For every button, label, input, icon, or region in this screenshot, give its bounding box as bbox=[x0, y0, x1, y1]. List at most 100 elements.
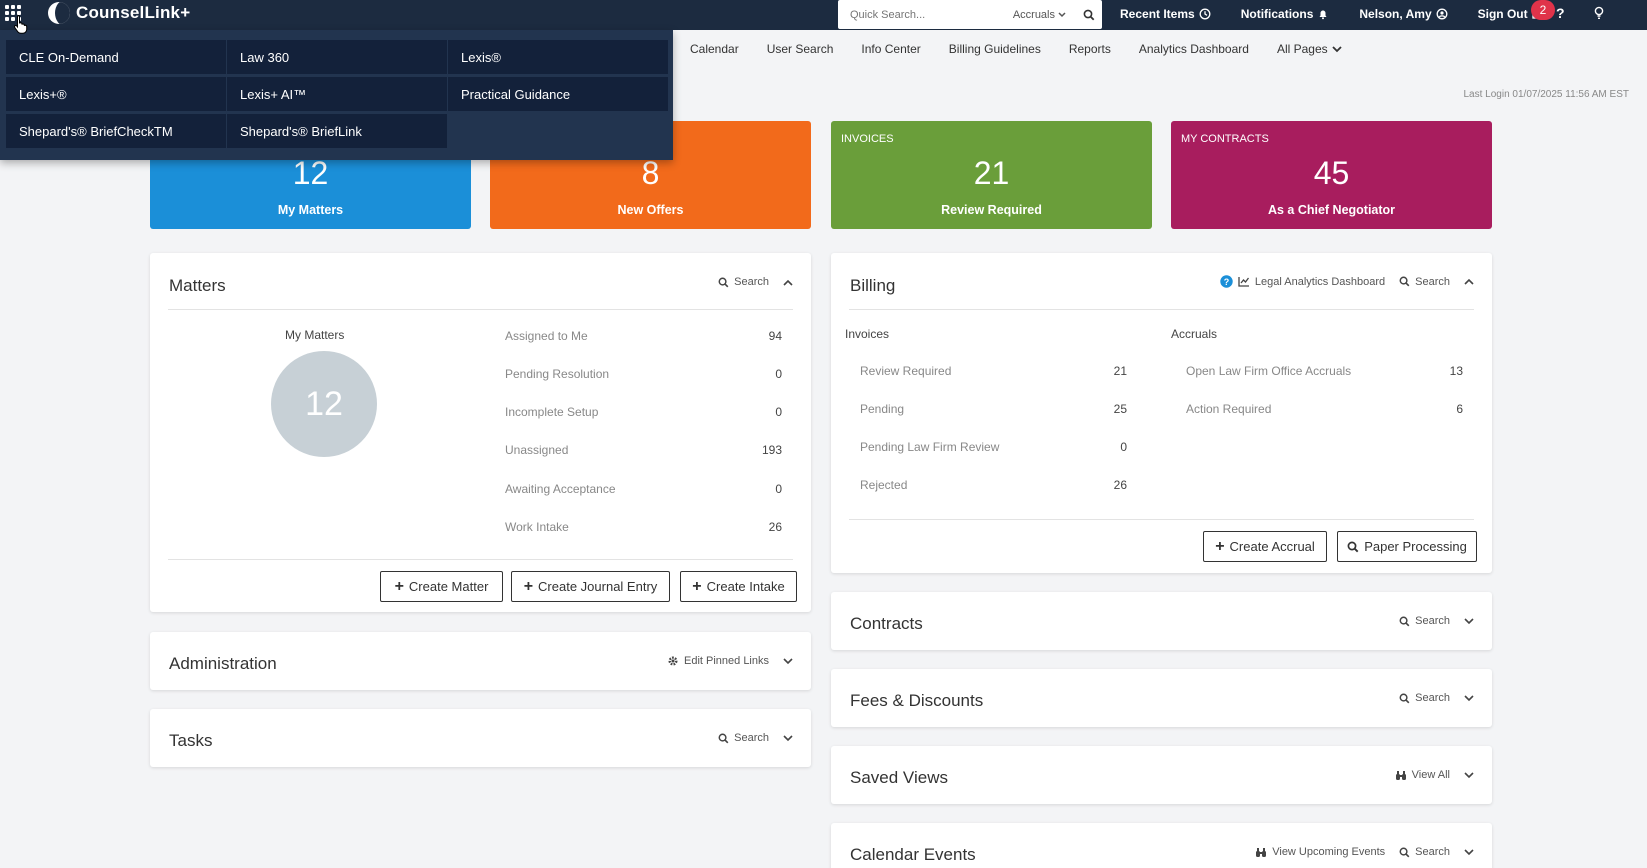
matters-row-label[interactable]: Pending Resolution bbox=[505, 367, 610, 381]
contracts-search-link[interactable]: Search bbox=[1399, 615, 1450, 627]
chevron-down-icon[interactable] bbox=[1464, 617, 1474, 625]
accrual-row-label[interactable]: Action Required bbox=[1186, 402, 1272, 416]
nav-reports[interactable]: Reports bbox=[1068, 42, 1111, 56]
administration-title: Administration bbox=[169, 654, 277, 673]
fees-discounts-panel: Fees & Discounts Search bbox=[831, 669, 1492, 727]
chevron-down-icon[interactable] bbox=[783, 734, 793, 742]
invoice-row-value[interactable]: 25 bbox=[1113, 402, 1127, 416]
tile-number: 8 bbox=[641, 155, 660, 191]
accrual-row-label[interactable]: Open Law Firm Office Accruals bbox=[1186, 364, 1352, 378]
app-menu-item-lexis-plus[interactable]: Lexis+® bbox=[6, 77, 226, 111]
app-menu-item-lexis-plus-ai[interactable]: Lexis+ AI™ bbox=[227, 77, 447, 111]
chevron-down-icon[interactable] bbox=[1464, 694, 1474, 702]
create-journal-entry-button[interactable]: + Create Journal Entry bbox=[511, 571, 670, 602]
line-chart-icon bbox=[1238, 277, 1249, 287]
main-nav: Calendar User Search Info Center Billing… bbox=[690, 42, 1342, 56]
invoice-row-label[interactable]: Pending bbox=[860, 402, 905, 416]
search-scope-select[interactable]: Accruals bbox=[1013, 9, 1066, 21]
invoice-row-label[interactable]: Pending Law Firm Review bbox=[860, 440, 1000, 454]
search-icon bbox=[1347, 541, 1359, 552]
nav-user-search[interactable]: User Search bbox=[766, 42, 834, 56]
search-icon bbox=[718, 277, 729, 287]
chevron-up-icon[interactable] bbox=[1464, 278, 1474, 285]
invoice-row-label[interactable]: Rejected bbox=[860, 478, 908, 492]
divider bbox=[168, 559, 793, 560]
contracts-title: Contracts bbox=[850, 614, 923, 633]
matters-row-value[interactable]: 193 bbox=[761, 443, 782, 457]
app-menu-item-cle-on-demand[interactable]: CLE On-Demand bbox=[6, 40, 226, 74]
notification-count-badge[interactable]: 2 bbox=[1531, 0, 1555, 20]
view-all-link[interactable]: View All bbox=[1395, 769, 1450, 781]
edit-pinned-links-link[interactable]: Edit Pinned Links bbox=[667, 655, 769, 667]
paper-processing-button[interactable]: Paper Processing bbox=[1337, 531, 1477, 562]
matters-row-value[interactable]: 0 bbox=[775, 405, 782, 419]
matters-row-label[interactable]: Assigned to Me bbox=[505, 329, 588, 343]
top-bar: CounselLink+ Accruals Recent Items Notif… bbox=[0, 0, 1647, 30]
tile-subtitle: Review Required bbox=[941, 203, 1042, 217]
app-menu-item-law-360[interactable]: Law 360 bbox=[227, 40, 447, 74]
create-matter-button[interactable]: + Create Matter bbox=[380, 571, 503, 602]
invoice-row-value[interactable]: 26 bbox=[1113, 478, 1127, 492]
matters-row-value[interactable]: 0 bbox=[775, 482, 782, 496]
notifications-label: Notifications bbox=[1240, 7, 1314, 21]
lightbulb-icon[interactable] bbox=[1594, 6, 1604, 20]
app-menu-item-lexis[interactable]: Lexis® bbox=[448, 40, 668, 74]
matters-row-value[interactable]: 0 bbox=[775, 367, 782, 381]
matters-row-label[interactable]: Work Intake bbox=[505, 520, 569, 534]
chevron-up-icon[interactable] bbox=[783, 279, 793, 286]
nav-all-pages[interactable]: All Pages bbox=[1277, 42, 1342, 56]
last-login-text: Last Login 01/07/2025 11:56 AM EST bbox=[1463, 89, 1630, 100]
chevron-down-icon[interactable] bbox=[1464, 848, 1474, 856]
nav-analytics-dashboard[interactable]: Analytics Dashboard bbox=[1138, 42, 1249, 56]
tile-invoices[interactable]: INVOICES 21 Review Required bbox=[831, 121, 1152, 229]
app-menu-item-practical-guidance[interactable]: Practical Guidance bbox=[448, 77, 668, 111]
tile-number: 45 bbox=[1313, 155, 1350, 191]
invoice-row-label[interactable]: Review Required bbox=[860, 364, 952, 378]
user-menu[interactable]: Nelson, Amy bbox=[1359, 7, 1448, 21]
create-accrual-button[interactable]: + Create Accrual bbox=[1203, 531, 1327, 562]
nav-info-center[interactable]: Info Center bbox=[861, 42, 921, 56]
accruals-heading: Accruals bbox=[1171, 327, 1218, 341]
tasks-title: Tasks bbox=[169, 731, 213, 750]
tile-my-contracts[interactable]: MY CONTRACTS 45 As a Chief Negotiator bbox=[1171, 121, 1492, 229]
legal-analytics-dashboard-link[interactable]: ? Legal Analytics Dashboard bbox=[1220, 275, 1385, 288]
fees-search-link[interactable]: Search bbox=[1399, 692, 1450, 704]
matters-search-link[interactable]: Search bbox=[718, 276, 769, 288]
nav-billing-guidelines[interactable]: Billing Guidelines bbox=[948, 42, 1041, 56]
button-label: Create Journal Entry bbox=[538, 579, 658, 594]
matters-row-value[interactable]: 94 bbox=[768, 329, 782, 343]
invoice-row-value[interactable]: 0 bbox=[1120, 440, 1127, 454]
search-icon bbox=[1399, 616, 1410, 626]
app-menu-item-briefcheck[interactable]: Shepard's® BriefCheckTM bbox=[6, 114, 226, 148]
my-matters-count-circle[interactable]: 12 bbox=[271, 351, 377, 457]
accrual-row-value[interactable]: 6 bbox=[1456, 402, 1463, 416]
notifications-link[interactable]: Notifications bbox=[1241, 7, 1330, 21]
billing-search-link[interactable]: Search bbox=[1399, 276, 1450, 288]
tile-subtitle: My Matters bbox=[277, 203, 344, 217]
matters-row-value[interactable]: 26 bbox=[768, 520, 782, 534]
tasks-search-link[interactable]: Search bbox=[718, 732, 769, 744]
nav-calendar[interactable]: Calendar bbox=[690, 42, 739, 56]
matters-row-label[interactable]: Awaiting Acceptance bbox=[505, 482, 616, 496]
matters-row-label[interactable]: Unassigned bbox=[505, 443, 569, 457]
create-intake-button[interactable]: + Create Intake bbox=[680, 571, 797, 602]
quick-search-button[interactable] bbox=[1076, 0, 1102, 29]
recent-items-link[interactable]: Recent Items bbox=[1120, 7, 1211, 21]
invoice-row-value[interactable]: 21 bbox=[1113, 364, 1127, 378]
app-menu-item-brieflink[interactable]: Shepard's® BriefLink bbox=[227, 114, 447, 148]
plus-icon: + bbox=[1215, 537, 1225, 555]
search-icon bbox=[718, 733, 729, 743]
chevron-down-icon[interactable] bbox=[1464, 771, 1474, 779]
app-logo[interactable]: CounselLink+ bbox=[48, 2, 190, 24]
view-upcoming-events-link[interactable]: View Upcoming Events bbox=[1255, 846, 1385, 858]
user-name: Nelson, Amy bbox=[1359, 7, 1432, 21]
calendar-events-search-link[interactable]: Search bbox=[1399, 846, 1450, 858]
accrual-row-value[interactable]: 13 bbox=[1449, 364, 1463, 378]
binoculars-icon bbox=[1256, 847, 1267, 857]
logo-mark-icon bbox=[48, 2, 70, 24]
chevron-down-icon[interactable] bbox=[783, 657, 793, 665]
search-label: Search bbox=[1415, 275, 1450, 288]
help-icon[interactable]: ? bbox=[1556, 5, 1565, 21]
quick-search-input[interactable] bbox=[838, 0, 1013, 29]
matters-row-label[interactable]: Incomplete Setup bbox=[505, 405, 599, 419]
